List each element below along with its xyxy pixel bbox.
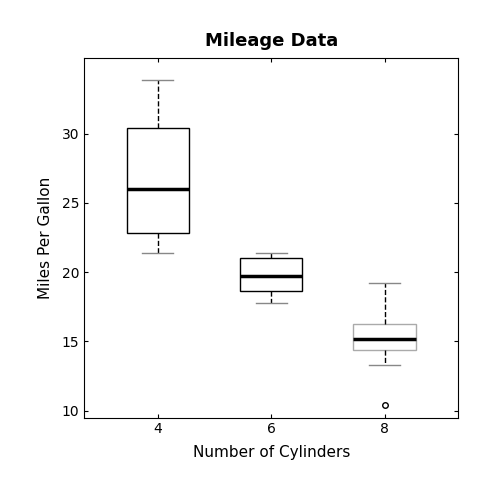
Title: Mileage Data: Mileage Data bbox=[204, 33, 338, 50]
Y-axis label: Miles Per Gallon: Miles Per Gallon bbox=[38, 177, 53, 299]
X-axis label: Number of Cylinders: Number of Cylinders bbox=[192, 445, 350, 460]
PathPatch shape bbox=[353, 324, 416, 350]
PathPatch shape bbox=[127, 128, 189, 233]
PathPatch shape bbox=[240, 258, 302, 291]
